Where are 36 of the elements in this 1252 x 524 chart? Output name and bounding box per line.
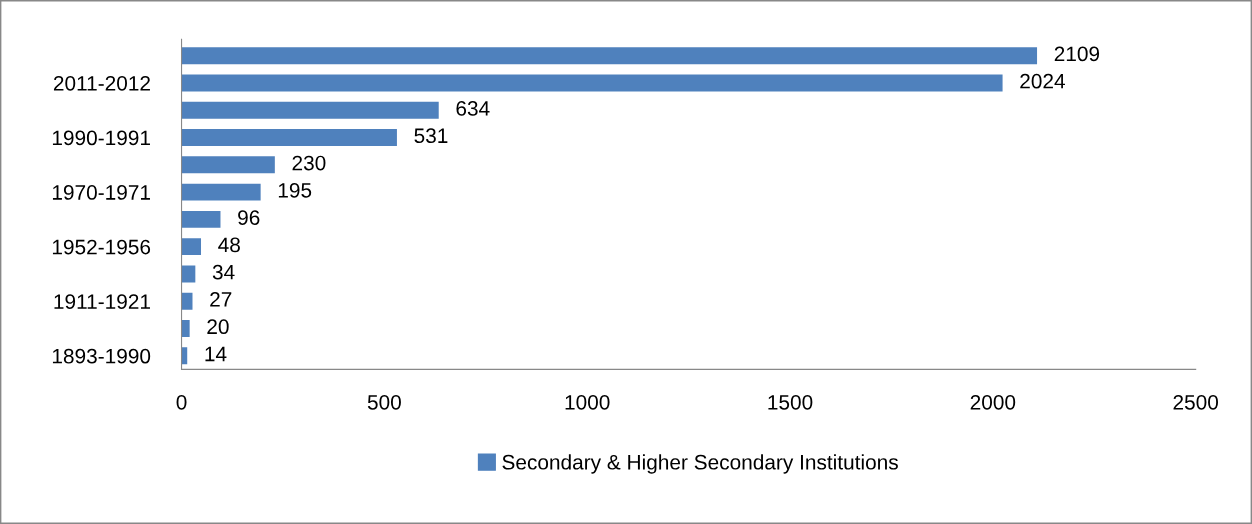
data-label: 531 xyxy=(414,128,448,144)
y-tick-label: 1893-1990 xyxy=(52,348,151,364)
data-label: 96 xyxy=(238,210,260,225)
bar xyxy=(181,265,196,283)
x-tick-label: 2500 xyxy=(1173,394,1219,410)
x-tick-label: 1500 xyxy=(768,394,813,410)
data-label: 14 xyxy=(205,346,227,362)
data-label: 48 xyxy=(218,237,240,253)
data-label: 20 xyxy=(207,319,229,335)
bar xyxy=(181,238,202,256)
x-tick-label: 1000 xyxy=(565,394,610,410)
bar xyxy=(181,101,439,119)
x-tick-label: 2000 xyxy=(970,394,1016,410)
bar xyxy=(181,320,190,337)
bar xyxy=(181,47,1038,65)
y-tick-label: 2011-2012 xyxy=(53,75,150,91)
x-tick-label: 0 xyxy=(176,394,187,410)
y-tick-label: 1952-1956 xyxy=(52,239,151,255)
data-label: 195 xyxy=(278,182,312,198)
bar xyxy=(181,129,397,146)
bar xyxy=(181,183,261,201)
bar xyxy=(181,74,1003,92)
data-label: 2024 xyxy=(1020,73,1065,89)
data-label: 34 xyxy=(212,264,235,280)
x-tick-label: 500 xyxy=(367,394,401,410)
y-tick-label: 1911-1921 xyxy=(54,294,150,309)
bar xyxy=(181,210,221,228)
data-label: 230 xyxy=(292,155,326,171)
data-label: 634 xyxy=(456,101,490,116)
y-tick-label: 1990-1991 xyxy=(52,130,150,146)
bar xyxy=(181,156,275,174)
data-label: 2109 xyxy=(1054,46,1100,62)
y-tick-label: 1970-1971 xyxy=(52,185,150,200)
legend-label: Secondary & Higher Secondary Institutions xyxy=(502,454,898,474)
bar xyxy=(181,292,193,310)
data-label: 27 xyxy=(210,292,232,307)
